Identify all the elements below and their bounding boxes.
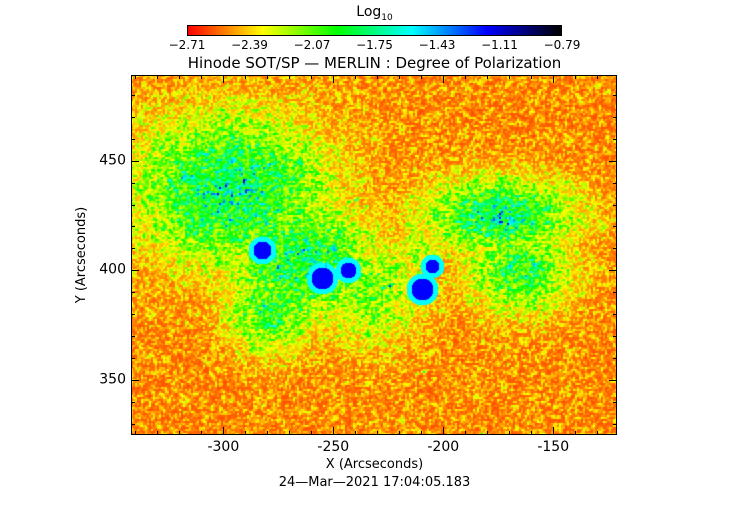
y-axis-label: Y (Arcseconds) xyxy=(73,206,89,304)
y-tick-label: 350 xyxy=(99,371,126,388)
colorbar-tick-label: −0.79 xyxy=(543,38,581,52)
chart-title: Hinode SOT/SP — MERLIN : Degree of Polar… xyxy=(187,54,562,72)
plot-frame xyxy=(131,75,617,435)
colorbar xyxy=(187,25,562,36)
colorbar-tick-label: −2.71 xyxy=(168,38,206,52)
colorbar-tick-label: −2.39 xyxy=(231,38,268,52)
y-tick-label: 450 xyxy=(99,151,126,168)
x-axis-label: X (Arcseconds) xyxy=(325,457,424,472)
x-tick-label: -250 xyxy=(317,439,350,455)
colorbar-tick-label: −1.11 xyxy=(481,38,518,52)
x-tick-label: -150 xyxy=(537,439,570,455)
colorbar-tick-label: −1.75 xyxy=(356,38,393,52)
colorbar-label-sub: 10 xyxy=(381,12,393,23)
colorbar-label: Log10 xyxy=(0,4,749,24)
timestamp: 24—Mar—2021 17:04:05.183 xyxy=(278,475,471,490)
colorbar-label-text: Log xyxy=(356,4,382,20)
colorbar-tick-label: −2.07 xyxy=(293,38,331,52)
y-tick-label: 400 xyxy=(99,261,126,278)
x-tick-label: -200 xyxy=(427,439,460,455)
colorbar-tick-label: −1.43 xyxy=(418,38,456,52)
x-tick-label: -300 xyxy=(207,439,240,455)
polarization-heatmap xyxy=(131,75,617,435)
